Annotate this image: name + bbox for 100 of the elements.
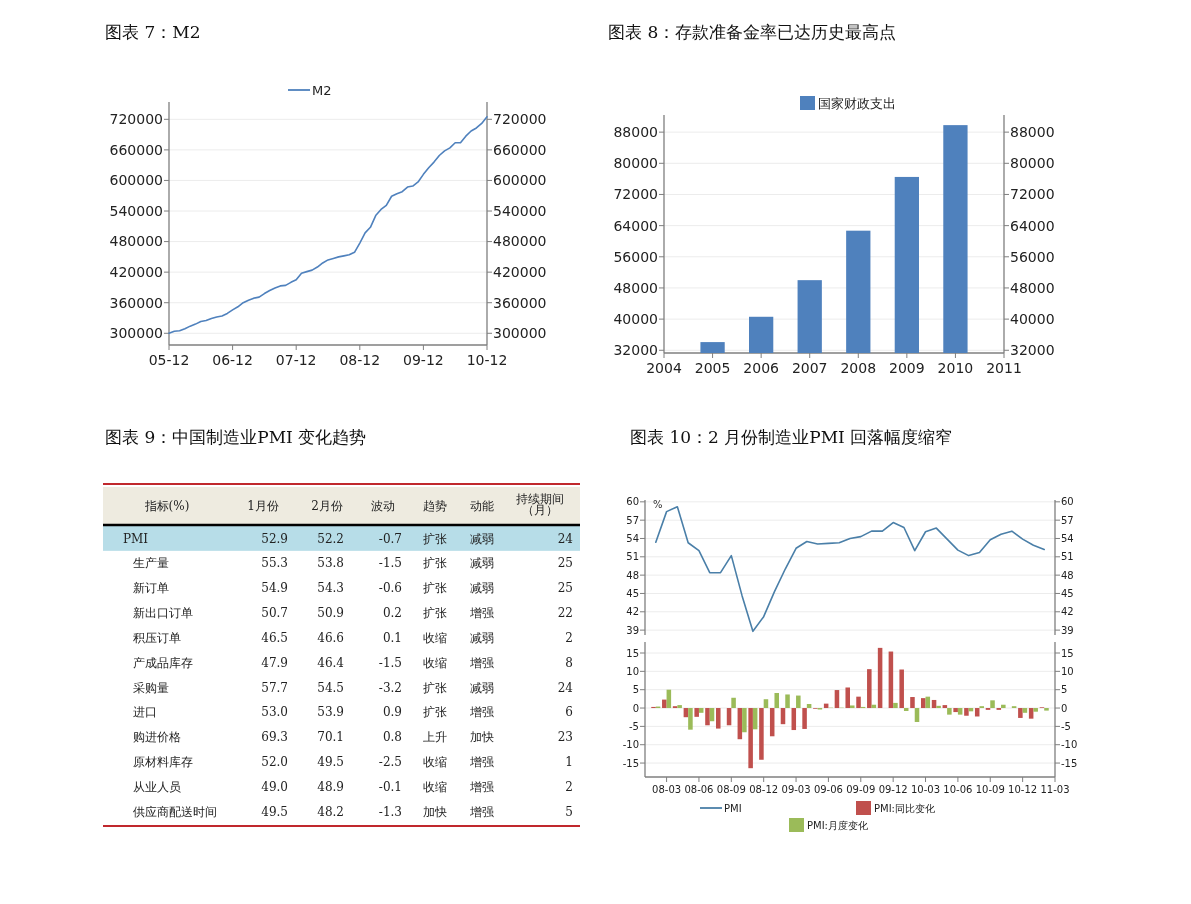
y2-tick-label: 660000 <box>493 141 547 158</box>
x-tick-label: 10-06 <box>943 784 973 795</box>
bar <box>759 708 764 760</box>
text: -3.2 <box>378 680 402 695</box>
y2-tick-label: 360000 <box>493 294 547 311</box>
text: 收缩 <box>423 655 447 670</box>
text: 57.7 <box>261 680 288 695</box>
y-tick-label: -15 <box>622 757 639 769</box>
y-tick-label: 57 <box>626 514 639 526</box>
text: 收缩 <box>423 755 447 770</box>
x-tick-label: 2005 <box>694 360 731 376</box>
x-tick-label: 2004 <box>646 360 682 376</box>
text: 加快 <box>423 804 447 819</box>
x-tick-label: 2008 <box>840 360 877 376</box>
y2-tick-label: 32000 <box>1010 342 1055 359</box>
bar <box>677 705 682 709</box>
category-label: 1月份 <box>247 499 279 514</box>
text: 生产量 <box>133 556 169 571</box>
text: 收缩 <box>423 779 447 794</box>
y2-tick-label: 51 <box>1061 551 1074 563</box>
bar <box>957 708 963 715</box>
x-tick-label: 2006 <box>743 360 780 376</box>
x-tick-label: 2007 <box>791 360 828 376</box>
x-tick-label: 08-03 <box>652 784 682 795</box>
bar <box>802 708 807 729</box>
category-label: 趋势 <box>423 499 447 514</box>
text: 减弱 <box>470 531 494 546</box>
x-tick-label: 10-12 <box>466 352 508 368</box>
y2-tick-label: 48000 <box>1010 279 1055 296</box>
text: 24 <box>557 531 574 546</box>
y2-tick-label: 10 <box>1061 665 1074 677</box>
text: 49.0 <box>261 779 288 794</box>
x-tick-label: 09-12 <box>403 352 444 368</box>
text: 52.9 <box>261 531 288 546</box>
text: 减弱 <box>470 581 494 596</box>
y-tick-label: 88000 <box>613 124 658 141</box>
y-tick-label: 45 <box>626 587 639 599</box>
text: 积压订单 <box>133 630 181 645</box>
text: 上升 <box>423 730 447 745</box>
y2-tick-label: 600000 <box>493 172 547 189</box>
text: 扩张 <box>423 581 447 596</box>
bar <box>1028 708 1034 719</box>
bar <box>893 702 898 709</box>
bar <box>774 692 780 709</box>
text: 5 <box>565 804 573 819</box>
bar <box>942 705 948 709</box>
text: -1.5 <box>378 556 402 571</box>
bar <box>1018 708 1023 718</box>
y2-tick-label: 64000 <box>1010 217 1055 234</box>
bar <box>698 708 704 713</box>
bar <box>964 708 969 716</box>
text: 52.2 <box>317 531 344 546</box>
chart-title: 图表 7：M2 <box>105 22 201 42</box>
text: 增强 <box>469 606 494 621</box>
text: 原材料库存 <box>133 755 193 770</box>
text: 46.6 <box>317 630 344 645</box>
text: 增强 <box>469 755 494 770</box>
y-tick-label: 300000 <box>109 325 163 342</box>
x-tick-label: 2010 <box>937 360 974 376</box>
bar <box>705 708 710 726</box>
x-tick-label: 08-06 <box>684 784 714 795</box>
y2-tick-label: 56000 <box>1010 248 1055 265</box>
text: 产成品库存 <box>133 655 193 670</box>
text: 8 <box>565 655 573 670</box>
bar <box>990 700 995 709</box>
y-tick-label: 720000 <box>109 111 163 128</box>
text: 供应商配送时间 <box>133 804 217 819</box>
category-label: 动能 <box>470 499 494 514</box>
text: 46.5 <box>261 630 288 645</box>
text: 新出口订单 <box>133 606 193 621</box>
chart-title: 图表 8：存款准备金率已达历史最高点 <box>608 22 897 42</box>
text: 增强 <box>469 804 494 819</box>
x-tick-label: 09-09 <box>846 784 876 795</box>
text: 2 <box>565 630 573 645</box>
text: 减弱 <box>470 556 494 571</box>
x-tick-label: 08-12 <box>339 352 381 368</box>
y-tick-label: 10 <box>626 665 639 677</box>
y-tick-label: 39 <box>626 624 639 636</box>
bar <box>1001 704 1006 709</box>
y-tick-label: 660000 <box>109 141 163 158</box>
y-tick-label: 480000 <box>109 233 163 250</box>
text: 24 <box>557 680 574 695</box>
x-tick-label: 08-09 <box>716 784 746 795</box>
y2-tick-label: -10 <box>1061 739 1078 751</box>
text: PMI <box>123 531 149 546</box>
x-tick-label: 07-12 <box>275 352 317 368</box>
y-tick-label: 60 <box>626 496 639 508</box>
text: -0.1 <box>378 779 402 794</box>
x-tick-label: 2011 <box>986 360 1022 376</box>
text: 1 <box>565 755 573 770</box>
y2-tick-label: 15 <box>1061 647 1074 659</box>
text: 49.5 <box>317 755 344 770</box>
y-tick-label: 32000 <box>613 342 658 359</box>
text: 48.2 <box>317 804 344 819</box>
text: 扩张 <box>423 606 447 621</box>
text: 扩张 <box>423 680 447 695</box>
x-tick-label: 08-12 <box>749 784 779 795</box>
text: 扩张 <box>423 705 447 720</box>
y-tick-label: 5 <box>632 684 639 696</box>
text: 46.4 <box>317 655 345 670</box>
